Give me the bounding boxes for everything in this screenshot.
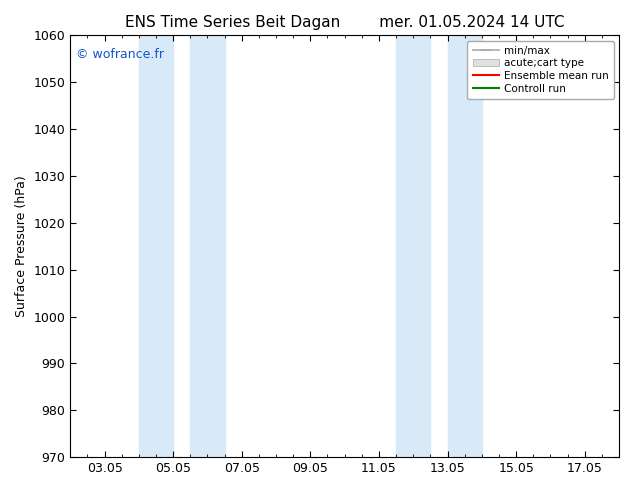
- Y-axis label: Surface Pressure (hPa): Surface Pressure (hPa): [15, 175, 28, 317]
- Bar: [139, 35, 173, 457]
- Bar: [190, 35, 224, 457]
- Bar: [396, 35, 430, 457]
- Title: ENS Time Series Beit Dagan        mer. 01.05.2024 14 UTC: ENS Time Series Beit Dagan mer. 01.05.20…: [125, 15, 564, 30]
- Legend: min/max, acute;cart type, Ensemble mean run, Controll run: min/max, acute;cart type, Ensemble mean …: [467, 41, 614, 99]
- Text: © wofrance.fr: © wofrance.fr: [76, 48, 164, 61]
- Bar: [448, 35, 482, 457]
